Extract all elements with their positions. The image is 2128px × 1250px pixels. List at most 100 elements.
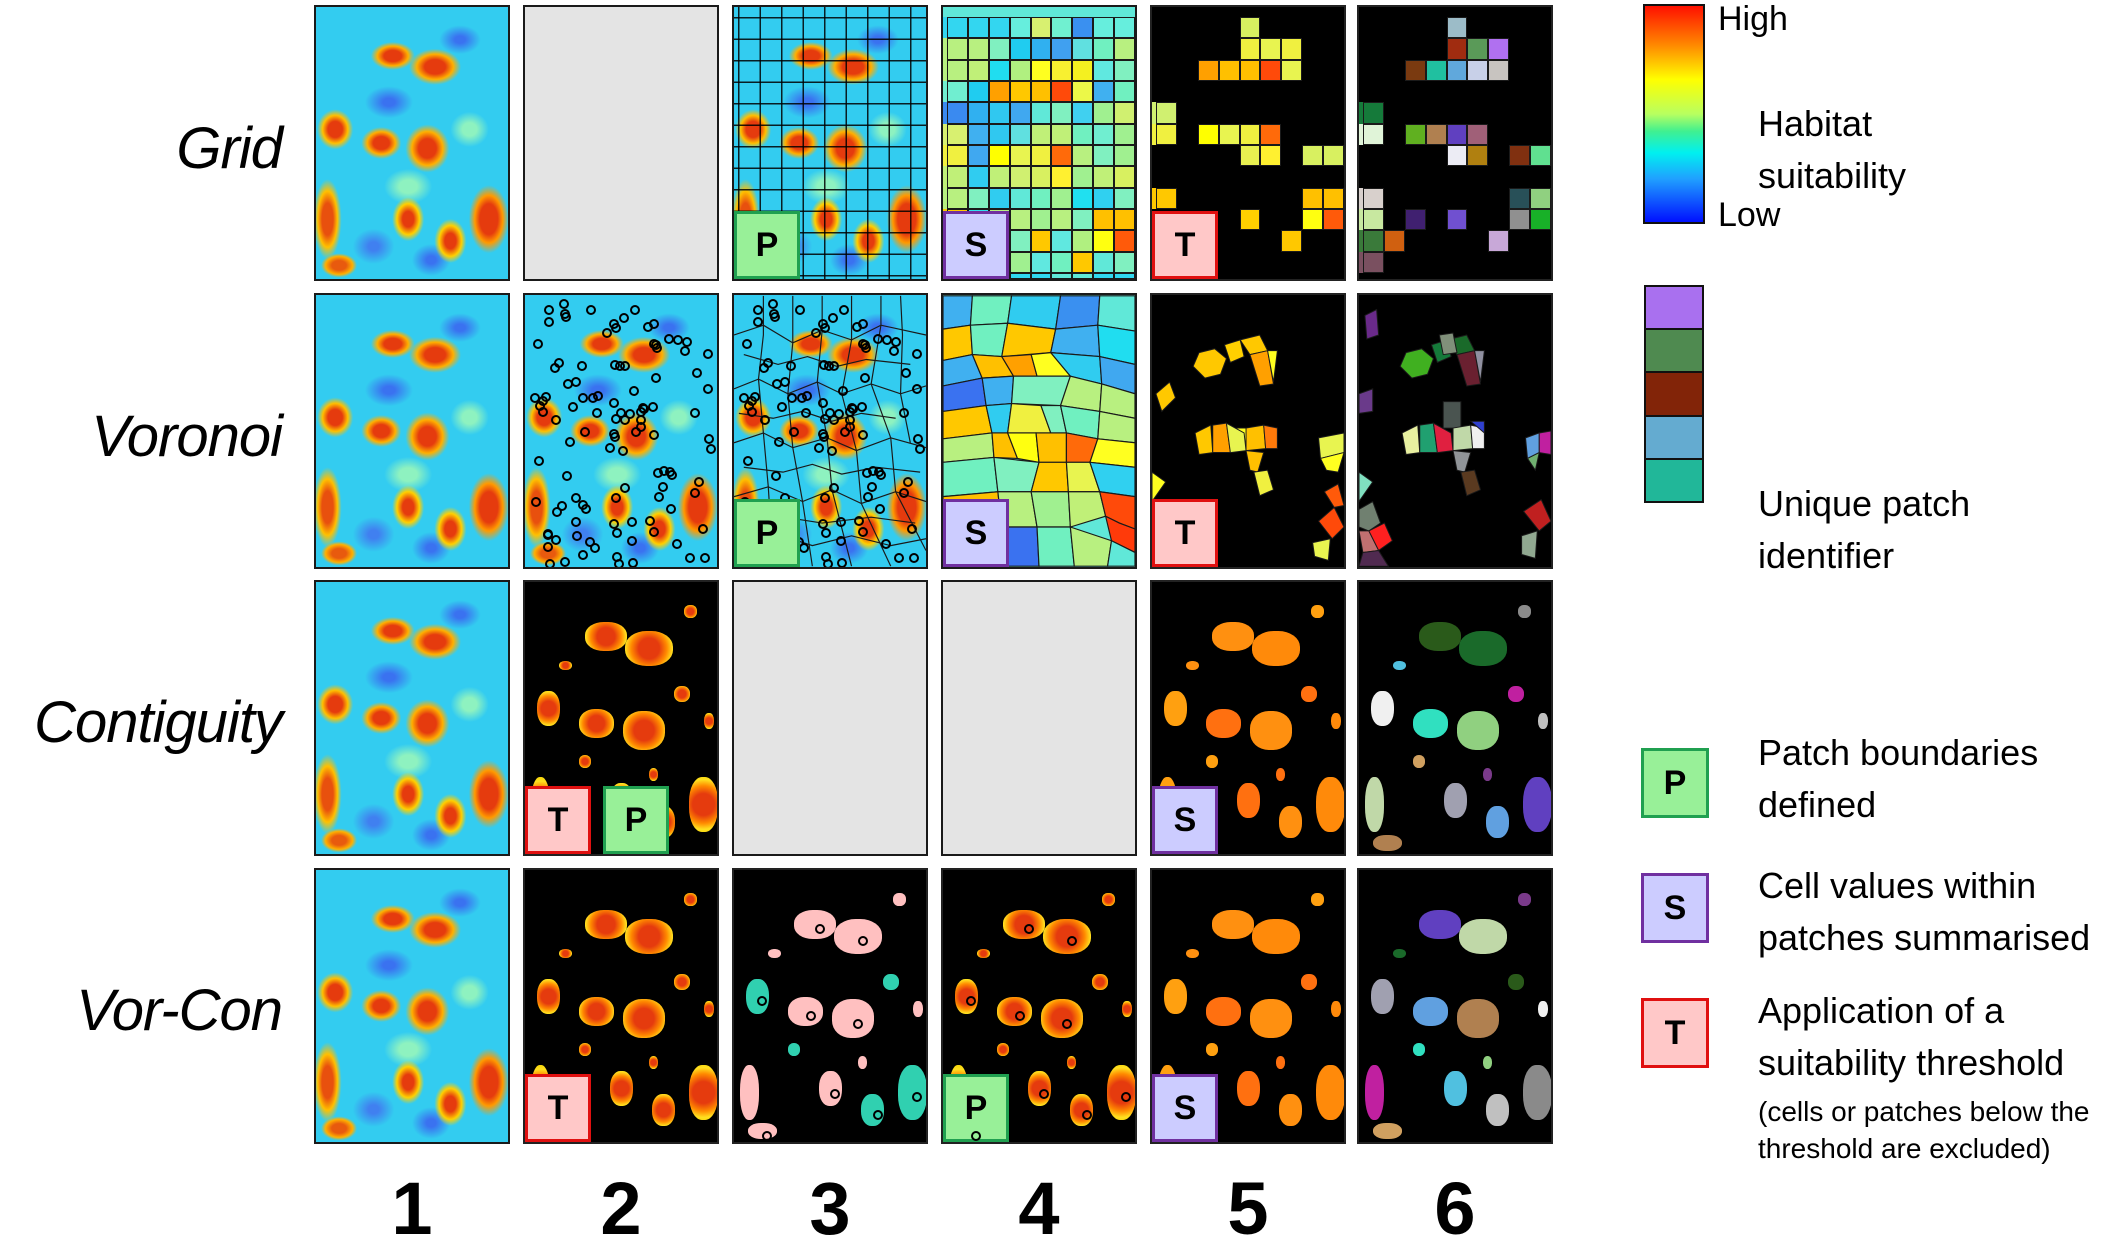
- habitat-patch: [1206, 997, 1242, 1026]
- habitat-patch: [584, 621, 627, 651]
- grid-cell: [1260, 145, 1282, 167]
- seed-point-icon: [767, 299, 778, 310]
- grid-cell: [1218, 123, 1240, 145]
- seed-point-icon: [817, 397, 828, 408]
- grid-cell: [1281, 81, 1302, 102]
- grid-cell: [1509, 38, 1530, 59]
- habitat-patch: [997, 997, 1033, 1026]
- habitat-patch: [1518, 893, 1531, 906]
- grid-cell: [1509, 230, 1530, 251]
- grid-cell: [1240, 102, 1261, 123]
- seed-point-icon: [559, 308, 570, 319]
- grid-cell: [1426, 17, 1447, 38]
- grid-cell: [1302, 252, 1323, 273]
- row-label-contiguity: Contiguity: [34, 690, 283, 755]
- habitat-patch: [977, 948, 991, 959]
- seed-point-icon: [851, 321, 862, 332]
- grid-cell: [1198, 166, 1219, 187]
- grid-cell: [1447, 166, 1468, 187]
- habitat-patch: [623, 999, 665, 1038]
- grid-cell: [967, 38, 989, 60]
- grid-cell: [1530, 60, 1551, 81]
- badge-s: S: [1152, 786, 1218, 854]
- grid-cell: [1384, 38, 1405, 59]
- seed-point-icon: [838, 305, 849, 316]
- habitat-patch: [648, 1056, 659, 1070]
- grid-cell: [1467, 209, 1488, 230]
- grid-cell: [1281, 209, 1302, 230]
- seed-point-icon: [605, 443, 616, 454]
- badge-p: P: [734, 499, 800, 567]
- seed-point-icon: [659, 466, 670, 477]
- grid-cell: [1488, 145, 1509, 166]
- habitat-suitability-colorbar: [1643, 4, 1705, 224]
- grid-cell: [1114, 123, 1135, 145]
- grid-cell: [1323, 230, 1344, 251]
- grid-cell: [1426, 38, 1447, 59]
- habitat-patch: [1300, 973, 1317, 990]
- grid-cell: [1260, 252, 1281, 273]
- habitat-patch: [610, 1071, 633, 1107]
- grid-cell: [1072, 209, 1094, 231]
- habitat-patch: [1444, 1071, 1467, 1107]
- seed-point-icon: [901, 368, 912, 379]
- badge-s: S: [1152, 1074, 1218, 1142]
- habitat-patch: [1412, 1042, 1426, 1056]
- seed-point-icon: [620, 415, 631, 426]
- grid-cell: [1156, 60, 1177, 81]
- seed-point-icon: [799, 542, 810, 553]
- grid-cell: [1426, 273, 1447, 279]
- panel-voronoi-4-summary: S: [941, 293, 1137, 569]
- seed-point-icon: [590, 542, 601, 553]
- grid-cell: [1323, 81, 1344, 102]
- colorbar-title-line2: suitability: [1758, 155, 1907, 196]
- legend-p-line2: defined: [1758, 784, 1877, 825]
- patch-id-title-line2: identifier: [1758, 535, 1895, 576]
- grid-cell: [1260, 17, 1281, 38]
- seed-point-icon: [971, 1131, 982, 1142]
- seed-point-icon: [570, 516, 581, 527]
- seed-point-icon: [915, 444, 926, 455]
- grid-cell: [1240, 166, 1261, 187]
- grid-cell: [1447, 230, 1468, 251]
- grid-cell: [1051, 251, 1073, 273]
- grid-cell: [1405, 188, 1426, 209]
- grid-cell: [1072, 17, 1094, 39]
- grid-cell: [1093, 209, 1115, 231]
- panel-voronoi-5-threshold: T: [1150, 293, 1346, 569]
- grid-cell: [1009, 102, 1031, 124]
- panel-vorcon-4-boundaries: P: [941, 868, 1137, 1144]
- grid-cell: [1405, 273, 1426, 279]
- grid-cell: [1530, 124, 1551, 145]
- grid-cell: [1051, 145, 1073, 167]
- grid-cell: [1072, 273, 1094, 279]
- grid-cell: [1114, 209, 1135, 231]
- grid-cell: [1467, 188, 1488, 209]
- habitat-patch: [897, 1065, 926, 1120]
- grid-cell: [1384, 17, 1405, 38]
- grid-cell: [1363, 17, 1384, 38]
- seed-point-icon: [586, 304, 597, 315]
- legend-badge-p: P: [1641, 748, 1709, 818]
- seed-point-icon: [584, 536, 595, 547]
- swatch-purple: [1646, 287, 1702, 331]
- grid-cell: [1281, 124, 1302, 145]
- seed-point-icon: [544, 316, 555, 327]
- habitat-patch: [684, 605, 697, 618]
- habitat-patch: [1444, 783, 1467, 819]
- grid-cell: [1426, 166, 1447, 187]
- habitat-patch: [704, 1001, 714, 1017]
- habitat-patch: [1164, 690, 1187, 726]
- habitat-patch: [1373, 1123, 1402, 1140]
- swatch-brown: [1646, 373, 1702, 417]
- seed-point-icon: [653, 492, 664, 503]
- grid-cell: [1009, 123, 1031, 145]
- grid-cell: [1219, 17, 1240, 38]
- seed-point-icon: [911, 348, 922, 359]
- grid-cell: [1509, 17, 1530, 38]
- grid-cell: [1384, 60, 1405, 81]
- seed-point-icon: [608, 397, 619, 408]
- grid-cell: [1446, 17, 1468, 39]
- seed-point-icon: [966, 996, 977, 1007]
- grid-cell: [1093, 187, 1115, 209]
